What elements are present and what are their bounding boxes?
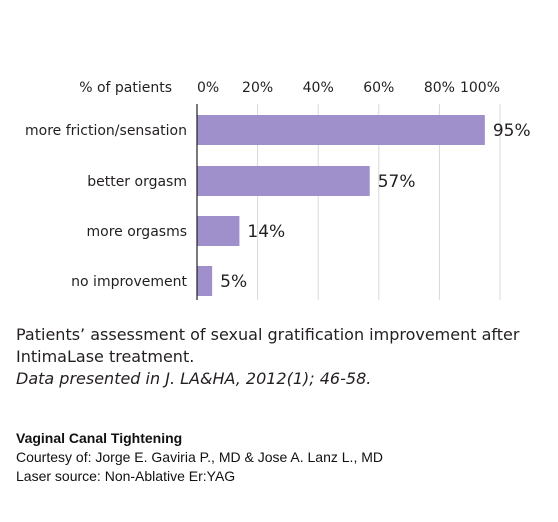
credits-laser-source: Laser source: Non-Ablative Er:YAG [16, 468, 236, 484]
credits-heading: Vaginal Canal Tightening [16, 430, 183, 446]
x-tick-label: 0% [197, 80, 219, 96]
bar [197, 166, 370, 196]
category-label: no improvement [71, 274, 187, 290]
category-label: better orgasm [87, 174, 187, 190]
axis-title: % of patients [79, 80, 172, 96]
caption-source: Data presented in J. LA&HA, 2012(1); 46-… [16, 369, 372, 388]
bars: more friction/sensation 95% better orgasm 5… [25, 115, 531, 296]
value-label: 14% [247, 222, 285, 242]
caption-line-2: IntimaLase treatment. [16, 347, 195, 366]
x-tick-label: 60% [363, 80, 394, 96]
x-tick-label: 20% [242, 80, 273, 96]
bar [197, 266, 213, 296]
bar [197, 216, 240, 246]
bar-chart: % of patients 0% 20% 40% 60% 80% 100% more fr… [25, 80, 531, 300]
chart-caption: Patients’ assessment of sexual gratifica… [16, 324, 546, 390]
value-label: 95% [493, 121, 531, 141]
value-label: 5% [220, 272, 247, 292]
caption-line-1: Patients’ assessment of sexual gratifica… [16, 325, 520, 344]
x-tick-label: 40% [303, 80, 334, 96]
credits-courtesy: Courtesy of: Jorge E. Gaviria P., MD & J… [16, 449, 384, 465]
x-tick-label: 100% [460, 80, 500, 96]
category-label: more orgasms [87, 224, 187, 240]
x-tick-label: 80% [424, 80, 455, 96]
bar [197, 115, 485, 145]
value-label: 57% [378, 172, 416, 192]
credits: Vaginal Canal Tightening Courtesy of: Jo… [16, 429, 546, 486]
category-label: more friction/sensation [25, 123, 187, 139]
x-axis-ticks: 0% 20% 40% 60% 80% 100% [197, 80, 500, 96]
